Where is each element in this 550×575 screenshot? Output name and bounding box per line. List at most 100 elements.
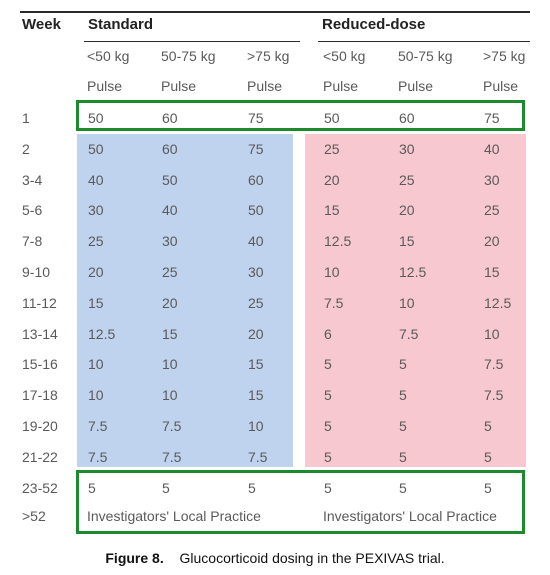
dose-cell: 5	[399, 387, 407, 404]
dose-cell: 5	[324, 448, 332, 465]
dose-cell: 10	[484, 325, 500, 342]
dose-cell: 12.5	[399, 264, 427, 280]
figure-caption: Figure 8. Glucocorticoid dosing in the P…	[0, 550, 550, 566]
dose-cell: 75	[484, 110, 500, 126]
dose-cell: 25	[88, 233, 104, 250]
week-label: 23-52	[22, 479, 58, 496]
dose-cell: 5	[324, 479, 332, 496]
week-label: 19-20	[22, 418, 58, 434]
dose-cell: 7.5	[88, 448, 108, 465]
dose-cell: 7.5	[399, 325, 419, 342]
dose-cell: 5	[399, 448, 407, 465]
dose-cell: 10	[88, 387, 104, 404]
dose-cell: 7.5	[248, 448, 268, 465]
top-rule	[20, 11, 530, 13]
pulse-header-4: Pulse	[398, 78, 434, 94]
dose-cell: 10	[399, 294, 415, 311]
dose-cell: 15	[162, 325, 178, 342]
weight-header-0: <50 kg	[87, 48, 130, 64]
dose-cell: 15	[248, 356, 264, 373]
dose-cell: 25	[162, 264, 178, 280]
dose-cell: 7.5	[162, 448, 182, 465]
week-label: 13-14	[22, 325, 58, 342]
dose-cell: 75	[248, 110, 264, 126]
weight-header-4: 50-75 kg	[398, 48, 453, 64]
dose-cell: 20	[162, 294, 178, 311]
standard-local-practice: Investigators' Local Practice	[87, 508, 261, 524]
dose-cell: 25	[248, 294, 264, 311]
dose-cell: 10	[88, 356, 104, 373]
dose-cell: 75	[248, 140, 264, 157]
week-label: 1	[22, 110, 30, 126]
week-label: 2	[22, 140, 30, 157]
pulse-header-2: Pulse	[247, 78, 283, 94]
dose-cell: 50	[162, 171, 178, 188]
dose-cell: 5	[484, 418, 492, 434]
weight-header-2: >75 kg	[247, 48, 290, 64]
week-label: 3-4	[22, 171, 43, 188]
dose-cell: 20	[88, 264, 104, 280]
dose-cell: 25	[484, 202, 500, 219]
dose-cell: 12.5	[324, 233, 352, 250]
standard-header: Standard	[88, 16, 154, 33]
dose-cell: 5	[324, 387, 332, 404]
dose-cell: 60	[162, 110, 178, 126]
dose-cell: 5	[88, 479, 96, 496]
week-label: 5-6	[22, 202, 43, 219]
week-label-after-52: >52	[22, 508, 46, 524]
pulse-header-3: Pulse	[323, 78, 359, 94]
caption-label: Figure 8.	[105, 550, 164, 566]
dose-cell: 15	[88, 294, 104, 311]
dose-cell: 5	[324, 356, 332, 373]
dose-cell: 60	[162, 140, 178, 157]
dose-cell: 5	[484, 448, 492, 465]
maintenance-highlight-box	[76, 470, 525, 534]
dose-cell: 5	[399, 418, 407, 434]
reduced-local-practice: Investigators' Local Practice	[323, 508, 497, 524]
dose-cell: 15	[484, 264, 500, 280]
dose-cell: 20	[399, 202, 415, 219]
dose-cell: 20	[248, 325, 264, 342]
dose-cell: 40	[484, 140, 500, 157]
reduced-shading	[305, 134, 526, 467]
dose-cell: 50	[88, 110, 104, 126]
dose-cell: 40	[162, 202, 178, 219]
dose-cell: 30	[248, 264, 264, 280]
dose-cell: 5	[399, 479, 407, 496]
week-1-highlight-box	[76, 100, 525, 131]
dose-cell: 15	[248, 387, 264, 404]
week-label: 7-8	[22, 233, 43, 250]
dose-cell: 40	[248, 233, 264, 250]
dose-cell: 10	[248, 418, 264, 434]
weight-header-3: <50 kg	[323, 48, 366, 64]
reduced-header: Reduced-dose	[322, 16, 426, 33]
dose-cell: 30	[162, 233, 178, 250]
dose-cell: 30	[399, 140, 415, 157]
weight-header-1: 50-75 kg	[161, 48, 216, 64]
dose-cell: 25	[324, 140, 340, 157]
dose-cell: 15	[399, 233, 415, 250]
dose-cell: 6	[324, 325, 332, 342]
dose-cell: 40	[88, 171, 104, 188]
dose-cell: 7.5	[484, 356, 504, 373]
dose-cell: 7.5	[324, 294, 344, 311]
standard-group-rule	[84, 41, 300, 42]
caption-text: Glucocorticoid dosing in the PEXIVAS tri…	[179, 550, 445, 566]
dose-cell: 7.5	[88, 418, 108, 434]
dose-cell: 10	[324, 264, 340, 280]
dose-cell: 60	[399, 110, 415, 126]
dose-cell: 60	[248, 171, 264, 188]
dose-cell: 5	[484, 479, 492, 496]
dose-cell: 7.5	[484, 387, 504, 404]
dose-cell: 50	[324, 110, 340, 126]
dose-cell: 12.5	[88, 325, 116, 342]
dose-cell: 5	[162, 479, 170, 496]
standard-shading	[77, 134, 293, 467]
pulse-header-1: Pulse	[161, 78, 197, 94]
pulse-header-0: Pulse	[87, 78, 123, 94]
dose-cell: 20	[324, 171, 340, 188]
dose-cell: 12.5	[484, 294, 512, 311]
week-label: 11-12	[22, 294, 57, 311]
dose-cell: 5	[248, 479, 256, 496]
